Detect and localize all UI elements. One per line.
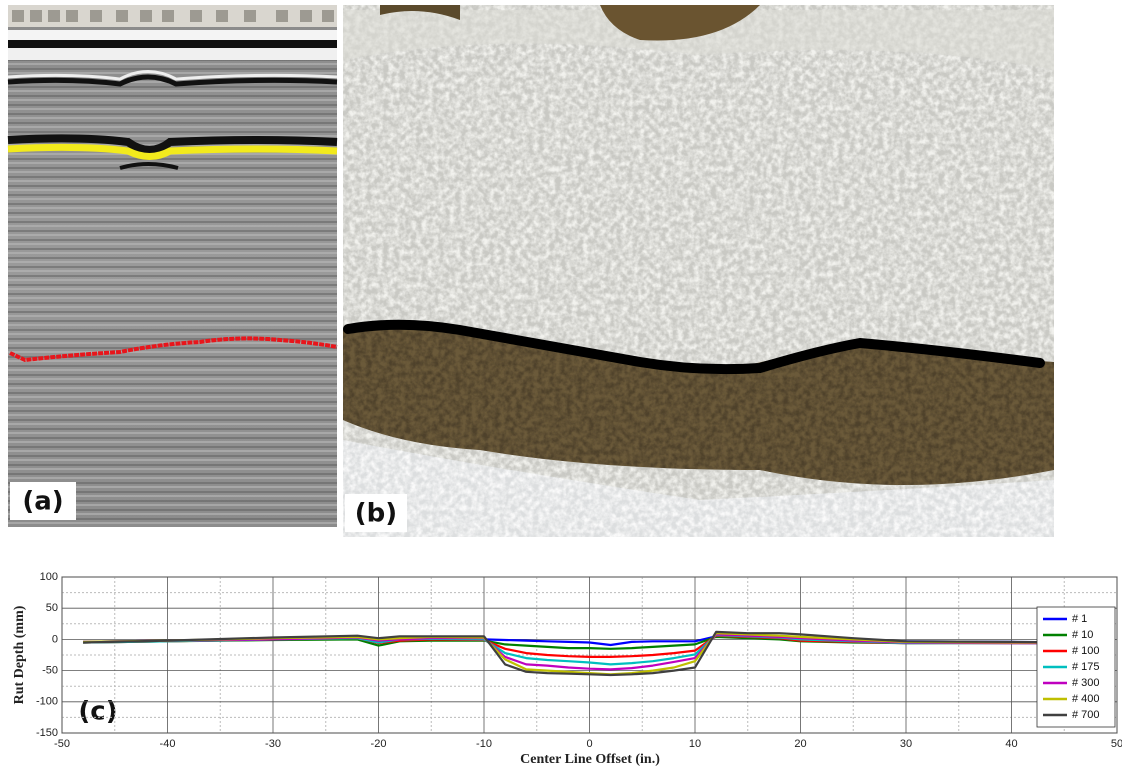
x-tick-label: 20 [794, 738, 806, 750]
y-tick-label: 50 [46, 602, 58, 614]
legend-label: # 1 [1072, 613, 1087, 625]
gpr-image: (a) [8, 5, 337, 527]
y-tick-label: -100 [36, 696, 58, 708]
x-tick-label: 10 [689, 738, 701, 750]
x-tick-label: 50 [1111, 738, 1122, 750]
panel-label: (a) [22, 487, 63, 517]
y-tick-label: -150 [36, 727, 58, 739]
x-tick-label: 30 [900, 738, 912, 750]
x-axis-title: Center Line Offset (in.) [520, 752, 660, 767]
panel-label: (b) [355, 499, 397, 529]
legend-label: # 100 [1072, 645, 1100, 657]
y-axis-title: Rut Depth (mm) [12, 605, 27, 704]
rut-chart: Center Line Offset (in.) Rut Depth (mm) … [12, 571, 1122, 767]
panel-label: (c) [78, 697, 117, 727]
legend-label: # 400 [1072, 693, 1100, 705]
x-tick-label: -30 [265, 738, 281, 750]
legend-label: # 700 [1072, 709, 1100, 721]
x-tick-label: -50 [54, 738, 70, 750]
legend-label: # 175 [1072, 661, 1100, 673]
legend: # 1 # 10 # 100 # 175 # 300 # 400 # 700 [1037, 607, 1115, 727]
x-tick-label: 40 [1005, 738, 1017, 750]
x-tick-label: -20 [371, 738, 387, 750]
x-tick-label: 0 [586, 738, 592, 750]
y-tick-label: 0 [52, 633, 58, 645]
trench-photo: (b) [343, 5, 1054, 537]
legend-label: # 300 [1072, 677, 1100, 689]
y-tick-label: -50 [42, 665, 58, 677]
figure: (a) (b) Center Line Offset (in.) Rut Dep… [0, 0, 1122, 770]
x-tick-label: -40 [160, 738, 176, 750]
y-tick-label: 100 [40, 571, 58, 583]
legend-label: # 10 [1072, 629, 1093, 641]
x-tick-label: -10 [476, 738, 492, 750]
